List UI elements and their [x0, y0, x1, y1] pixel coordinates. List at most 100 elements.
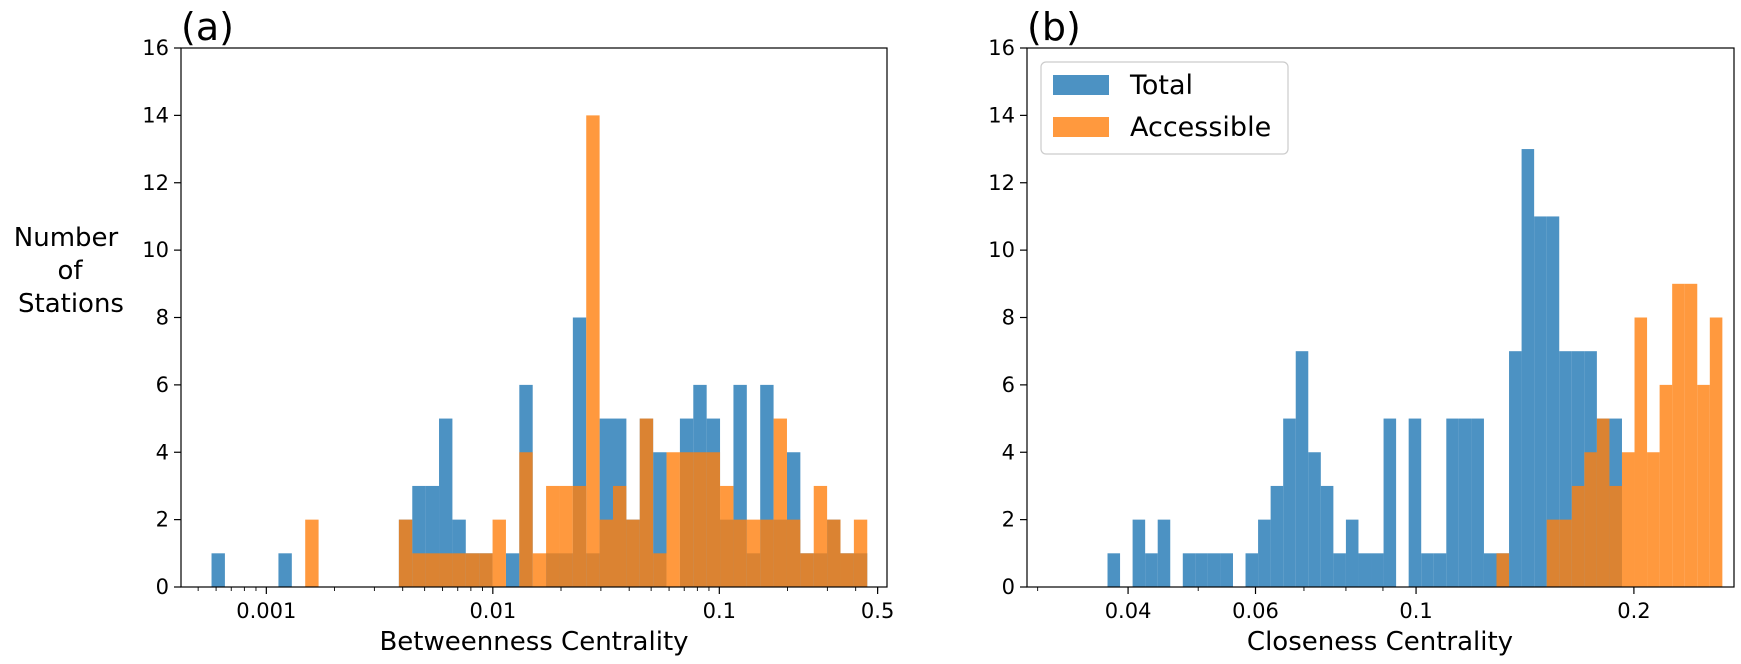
bar-b-accessible-39	[1584, 452, 1597, 587]
bar-b-total-15	[1283, 418, 1296, 587]
bar-b-total-21	[1358, 553, 1372, 587]
bar-a-total-18	[439, 418, 453, 587]
legend-label-total: Total	[1129, 70, 1193, 101]
bar-b-total-3	[1132, 519, 1146, 588]
bar-a-accessible-26	[546, 485, 560, 587]
bar-a-accessible-48	[840, 553, 854, 587]
bar-b-accessible-47	[1684, 283, 1698, 587]
y-tick-label-b-12: 12	[988, 171, 1015, 195]
bar-a-accessible-15	[398, 519, 413, 588]
y-tick-label-a-6: 6	[156, 373, 169, 397]
bar-b-total-9	[1207, 553, 1221, 587]
bar-a-total-6	[278, 553, 292, 587]
bar-b-total-34	[1521, 149, 1535, 587]
bar-a-accessible-30	[599, 519, 613, 588]
bar-b-total-17	[1308, 452, 1321, 587]
bar-a-accessible-38	[706, 452, 721, 587]
y-tick-label-b-2: 2	[1002, 508, 1015, 532]
panel-b-y-ticks: 0 2 4 6 8 10 12 14 16	[988, 36, 1027, 599]
bar-b-accessible-45	[1659, 384, 1673, 588]
x-tick-label-a-0: 0.001	[236, 599, 296, 623]
y-axis-label-line-2: of	[57, 256, 83, 286]
x-tick-label-a-2: 0.1	[703, 599, 736, 623]
bar-a-accessible-49	[853, 519, 868, 588]
y-tick-label-b-10: 10	[988, 238, 1015, 262]
bar-b-accessible-42	[1621, 452, 1635, 587]
bar-a-accessible-45	[800, 553, 814, 587]
bar-b-total-10	[1220, 553, 1233, 587]
panel-b-histogram: (b) 0 2 4 6 8 10 12 14 16 0.04 0.06 0.1 0.2 Closene…	[988, 5, 1735, 657]
bar-b-total-23	[1383, 418, 1397, 587]
bar-a-accessible-31	[613, 485, 627, 587]
bar-b-total-8	[1195, 553, 1208, 587]
bar-a-accessible-32	[626, 519, 640, 588]
x-tick-label-b-0: 0.04	[1105, 599, 1152, 623]
legend-swatch-accessible	[1053, 117, 1109, 137]
bar-a-accessible-8	[305, 519, 319, 588]
bar-b-total-19	[1333, 553, 1346, 587]
bar-a-total-23	[505, 553, 520, 587]
bar-a-accessible-35	[666, 452, 680, 587]
bar-b-total-30	[1471, 418, 1484, 587]
bar-a-accessible-17	[425, 553, 440, 587]
y-tick-label-a-8: 8	[156, 306, 169, 330]
panel-b-x-ticks: 0.04 0.06 0.1 0.2	[1037, 587, 1651, 623]
bar-a-accessible-33	[639, 418, 654, 587]
bar-b-accessible-32	[1496, 553, 1510, 587]
bar-a-accessible-21	[479, 553, 493, 587]
bar-b-accessible-36	[1546, 519, 1560, 588]
y-tick-label-a-14: 14	[142, 103, 169, 127]
bar-b-accessible-44	[1647, 452, 1660, 587]
bar-a-accessible-47	[827, 519, 841, 588]
bar-a-accessible-16	[412, 553, 426, 587]
bar-a-accessible-34	[653, 553, 667, 587]
bar-b-total-16	[1295, 351, 1309, 587]
x-tick-label-b-1: 0.06	[1232, 599, 1279, 623]
panel-a-x-ticks: 0.001 0.01 0.1 0.5	[197, 587, 894, 623]
panel-a-histogram: (a) 0 2 4 6 8 10 12 14 16 0.001 0.01 0.1 0.5 Betwee…	[142, 5, 894, 657]
bar-b-total-25	[1408, 418, 1422, 587]
y-tick-label-a-10: 10	[142, 238, 169, 262]
bar-a-accessible-46	[813, 485, 828, 587]
bar-b-accessible-40	[1596, 418, 1610, 587]
y-tick-label-a-4: 4	[156, 440, 169, 464]
y-tick-label-b-4: 4	[1002, 440, 1015, 464]
bar-a-accessible-44	[786, 519, 801, 588]
bar-a-accessible-29	[586, 115, 600, 588]
bar-b-total-13	[1258, 519, 1271, 588]
panel-b-bars	[1107, 149, 1723, 588]
x-tick-label-a-3: 0.5	[861, 599, 894, 623]
y-tick-label-a-2: 2	[156, 508, 169, 532]
bar-b-total-5	[1157, 519, 1171, 588]
bar-b-total-4	[1145, 553, 1158, 587]
bar-a-accessible-43	[773, 418, 787, 587]
bar-a-accessible-39	[720, 485, 734, 587]
bar-b-total-18	[1320, 485, 1334, 587]
bar-b-total-20	[1345, 519, 1359, 588]
y-tick-label-b-14: 14	[988, 103, 1015, 127]
y-tick-label-a-16: 16	[142, 36, 169, 60]
y-tick-label-b-8: 8	[1002, 306, 1015, 330]
legend-label-accessible: Accessible	[1130, 112, 1271, 143]
x-tick-label-a-1: 0.01	[469, 599, 516, 623]
y-tick-label-a-0: 0	[156, 575, 169, 599]
panel-a-x-axis-label: Betweenness Centrality	[379, 627, 688, 657]
bar-b-total-33	[1509, 351, 1522, 587]
y-axis-label-line-3: Stations	[18, 289, 124, 319]
bar-b-accessible-38	[1571, 485, 1585, 587]
bar-b-total-22	[1371, 553, 1384, 587]
y-tick-label-b-0: 0	[1002, 575, 1015, 599]
bar-a-accessible-19	[452, 553, 466, 587]
legend-swatch-total	[1053, 75, 1109, 95]
bar-b-total-7	[1182, 553, 1196, 587]
bar-b-accessible-46	[1672, 283, 1685, 587]
x-tick-label-b-3: 0.2	[1617, 599, 1650, 623]
bar-a-accessible-40	[733, 519, 747, 588]
bar-b-total-29	[1458, 418, 1472, 587]
panel-b-x-axis-label: Closeness Centrality	[1247, 627, 1513, 657]
bar-a-accessible-41	[746, 519, 761, 588]
panel-a-bars	[211, 115, 868, 588]
bar-b-total-36	[1546, 216, 1560, 587]
bar-b-total-1	[1107, 553, 1121, 587]
